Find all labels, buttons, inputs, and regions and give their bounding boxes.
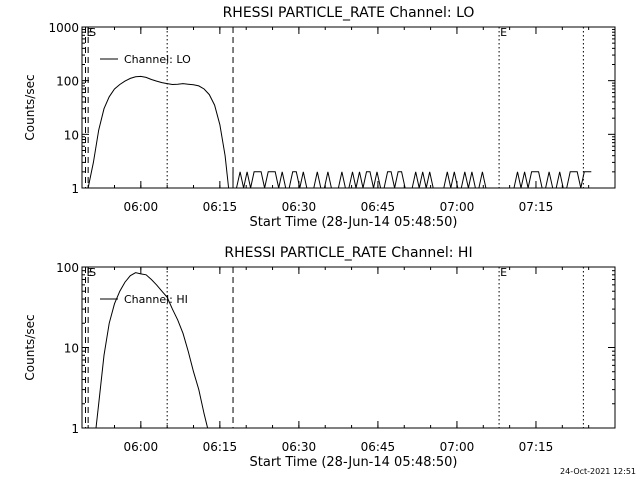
event-marker-label: E xyxy=(500,26,507,39)
x-tick-label: 06:00 xyxy=(124,440,159,454)
plot-frame xyxy=(81,26,616,189)
x-tick-label: 06:15 xyxy=(203,200,238,214)
x-tick-label: 07:00 xyxy=(440,440,475,454)
y-tick-label: 1 xyxy=(71,182,79,196)
x-tick-label: 06:45 xyxy=(361,440,396,454)
chart-lo-channel: RHESSI PARTICLE_RATE Channel: LO Start Ti… xyxy=(23,5,616,230)
y-tick-label: 1000 xyxy=(48,21,79,35)
legend-label: Channel: HI xyxy=(124,293,188,306)
chart-title: RHESSI PARTICLE_RATE Channel: HI xyxy=(224,245,472,261)
event-marker-label: E xyxy=(87,26,94,39)
series-line xyxy=(95,272,209,429)
x-tick-label: 06:15 xyxy=(203,440,238,454)
legend-label: Channel: LO xyxy=(124,53,191,66)
chart-title: RHESSI PARTICLE_RATE Channel: LO xyxy=(223,5,475,21)
y-tick-label: 100 xyxy=(56,75,79,89)
x-tick-label: 06:45 xyxy=(361,200,396,214)
series-noise-line xyxy=(232,171,592,189)
event-marker-label: E xyxy=(87,266,94,279)
chart-hi-channel: RHESSI PARTICLE_RATE Channel: HI Start Ti… xyxy=(23,245,616,470)
y-tick-label: 1 xyxy=(71,422,79,436)
series-line xyxy=(87,75,230,189)
x-axis-label: Start Time (28-Jun-14 05:48:50) xyxy=(250,215,458,230)
y-axis-label: Counts/sec xyxy=(23,314,37,380)
y-tick-label: 100 xyxy=(56,261,79,275)
y-tick-label: 10 xyxy=(64,342,79,356)
x-tick-label: 06:00 xyxy=(124,200,159,214)
event-marker-label: S xyxy=(89,26,96,39)
x-tick-label: 07:00 xyxy=(440,200,475,214)
x-tick-label: 06:30 xyxy=(282,200,317,214)
y-axis-label: Counts/sec xyxy=(23,74,37,140)
x-tick-label: 07:15 xyxy=(519,440,554,454)
y-tick-label: 10 xyxy=(64,128,79,142)
x-axis-label: Start Time (28-Jun-14 05:48:50) xyxy=(250,455,458,470)
x-tick-label: 07:15 xyxy=(519,200,554,214)
event-marker-label: S xyxy=(89,266,96,279)
x-tick-label: 06:30 xyxy=(282,440,317,454)
footer-timestamp: 24-Oct-2021 12:51 xyxy=(560,467,636,476)
event-marker-label: E xyxy=(500,266,507,279)
